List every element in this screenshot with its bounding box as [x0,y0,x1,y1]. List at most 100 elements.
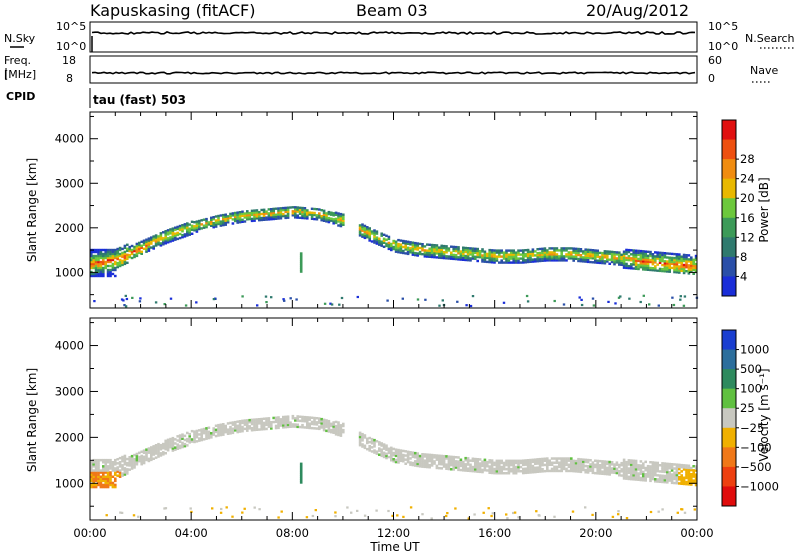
heatmap-cell [121,255,124,259]
heatmap-cell [277,422,280,425]
heatmap-cell [692,268,695,271]
heatmap-cell [334,221,338,225]
heatmap-cell [644,266,647,269]
heatmap-cell [142,461,146,465]
heatmap-cell [505,259,508,262]
heatmap-cell [680,269,683,272]
heatmap-cell [97,270,100,274]
heatmap-cell [181,236,184,239]
heatmap-cell [471,457,475,460]
heatmap-cell [649,475,652,478]
heatmap-cell [224,217,227,220]
heatmap-cell [639,255,643,259]
heatmap-cell [656,461,659,465]
heatmap-cell [325,214,328,217]
heatmap-cell [394,460,398,464]
heatmap-cell [94,272,98,276]
heatmap-cell [327,216,331,220]
heatmap-cell [166,237,170,240]
heatmap-cell [188,223,191,226]
heatmap-cell [488,467,491,470]
heatmap-cell [190,438,194,441]
heatmap-cell [406,250,410,254]
heatmap-cell [452,249,455,253]
heatmap-cell [279,420,283,423]
heatmap-cell [524,467,527,470]
heatmap-cell [150,240,153,243]
heatmap-cell [363,234,367,238]
heatmap-cell [649,266,652,270]
heatmap-cell [294,208,297,211]
heatmap-cell [106,458,110,462]
heatmap-cell [572,461,575,465]
heatmap-cell [373,441,376,444]
heatmap-cell [529,460,532,464]
heatmap-cell [94,250,98,254]
heatmap-cell [541,468,544,471]
heatmap-cell [150,238,153,241]
heatmap-cell [495,257,499,260]
heatmap-cell [118,461,122,464]
heatmap-cell [394,448,398,451]
heatmap-cell [241,220,244,223]
heatmap-cell [589,248,592,252]
heatmap-cell [299,254,303,257]
heatmap-cell [553,469,556,473]
heatmap-cell [438,466,441,470]
heatmap-cell [123,473,127,476]
heatmap-cell [178,436,182,439]
heatmap-cell [234,219,237,223]
heatmap-cell [613,261,616,264]
heatmap-cell [361,229,364,232]
heatmap-cell [678,269,681,272]
heatmap-cell [310,426,314,430]
heatmap-cell [284,423,287,427]
heatmap-cell [447,461,451,465]
heatmap-cell [517,259,520,262]
heatmap-cell [555,247,559,250]
heatmap-cell [589,254,592,258]
heatmap-cell [120,298,124,301]
heatmap-cell [452,462,455,465]
heatmap-cell [562,463,566,466]
heatmap-cell [366,439,369,443]
heatmap-cell [663,478,667,482]
heatmap-cell [416,454,419,457]
heatmap-cell [670,469,674,472]
heatmap-cell [454,245,458,249]
heatmap-cell [220,507,223,511]
heatmap-cell [646,473,650,476]
heatmap-cell [606,254,609,257]
heatmap-cell [397,247,400,250]
heatmap-cell [536,256,539,259]
heatmap-cell [474,466,477,469]
heatmap-cell [478,464,482,467]
heatmap-cell [502,261,506,264]
heatmap-cell [166,229,170,232]
heatmap-cell [582,252,585,255]
heatmap-cell [147,245,151,248]
heatmap-cell [632,478,635,481]
heatmap-cell [159,242,163,245]
heatmap-cell [661,470,664,473]
heatmap-cell [193,430,196,433]
nave-tick-low: 0 [708,72,715,85]
heatmap-cell [510,261,513,264]
heatmap-cell [596,461,599,465]
heatmap-cell [102,252,105,256]
heatmap-cell [661,269,664,273]
heatmap-cell [188,233,191,236]
heatmap-cell [222,433,225,436]
heatmap-cell [270,212,273,215]
heatmap-cell [510,461,513,465]
heatmap-cell [121,466,124,469]
heatmap-cell [663,480,667,484]
heatmap-cell [450,455,453,459]
heatmap-cell [174,226,177,229]
heatmap-cell [181,234,184,237]
heatmap-cell [181,445,184,449]
heatmap-cell [330,213,333,216]
heatmap-cell [634,253,638,256]
heatmap-cell [630,477,633,481]
heatmap-cell [522,469,525,473]
